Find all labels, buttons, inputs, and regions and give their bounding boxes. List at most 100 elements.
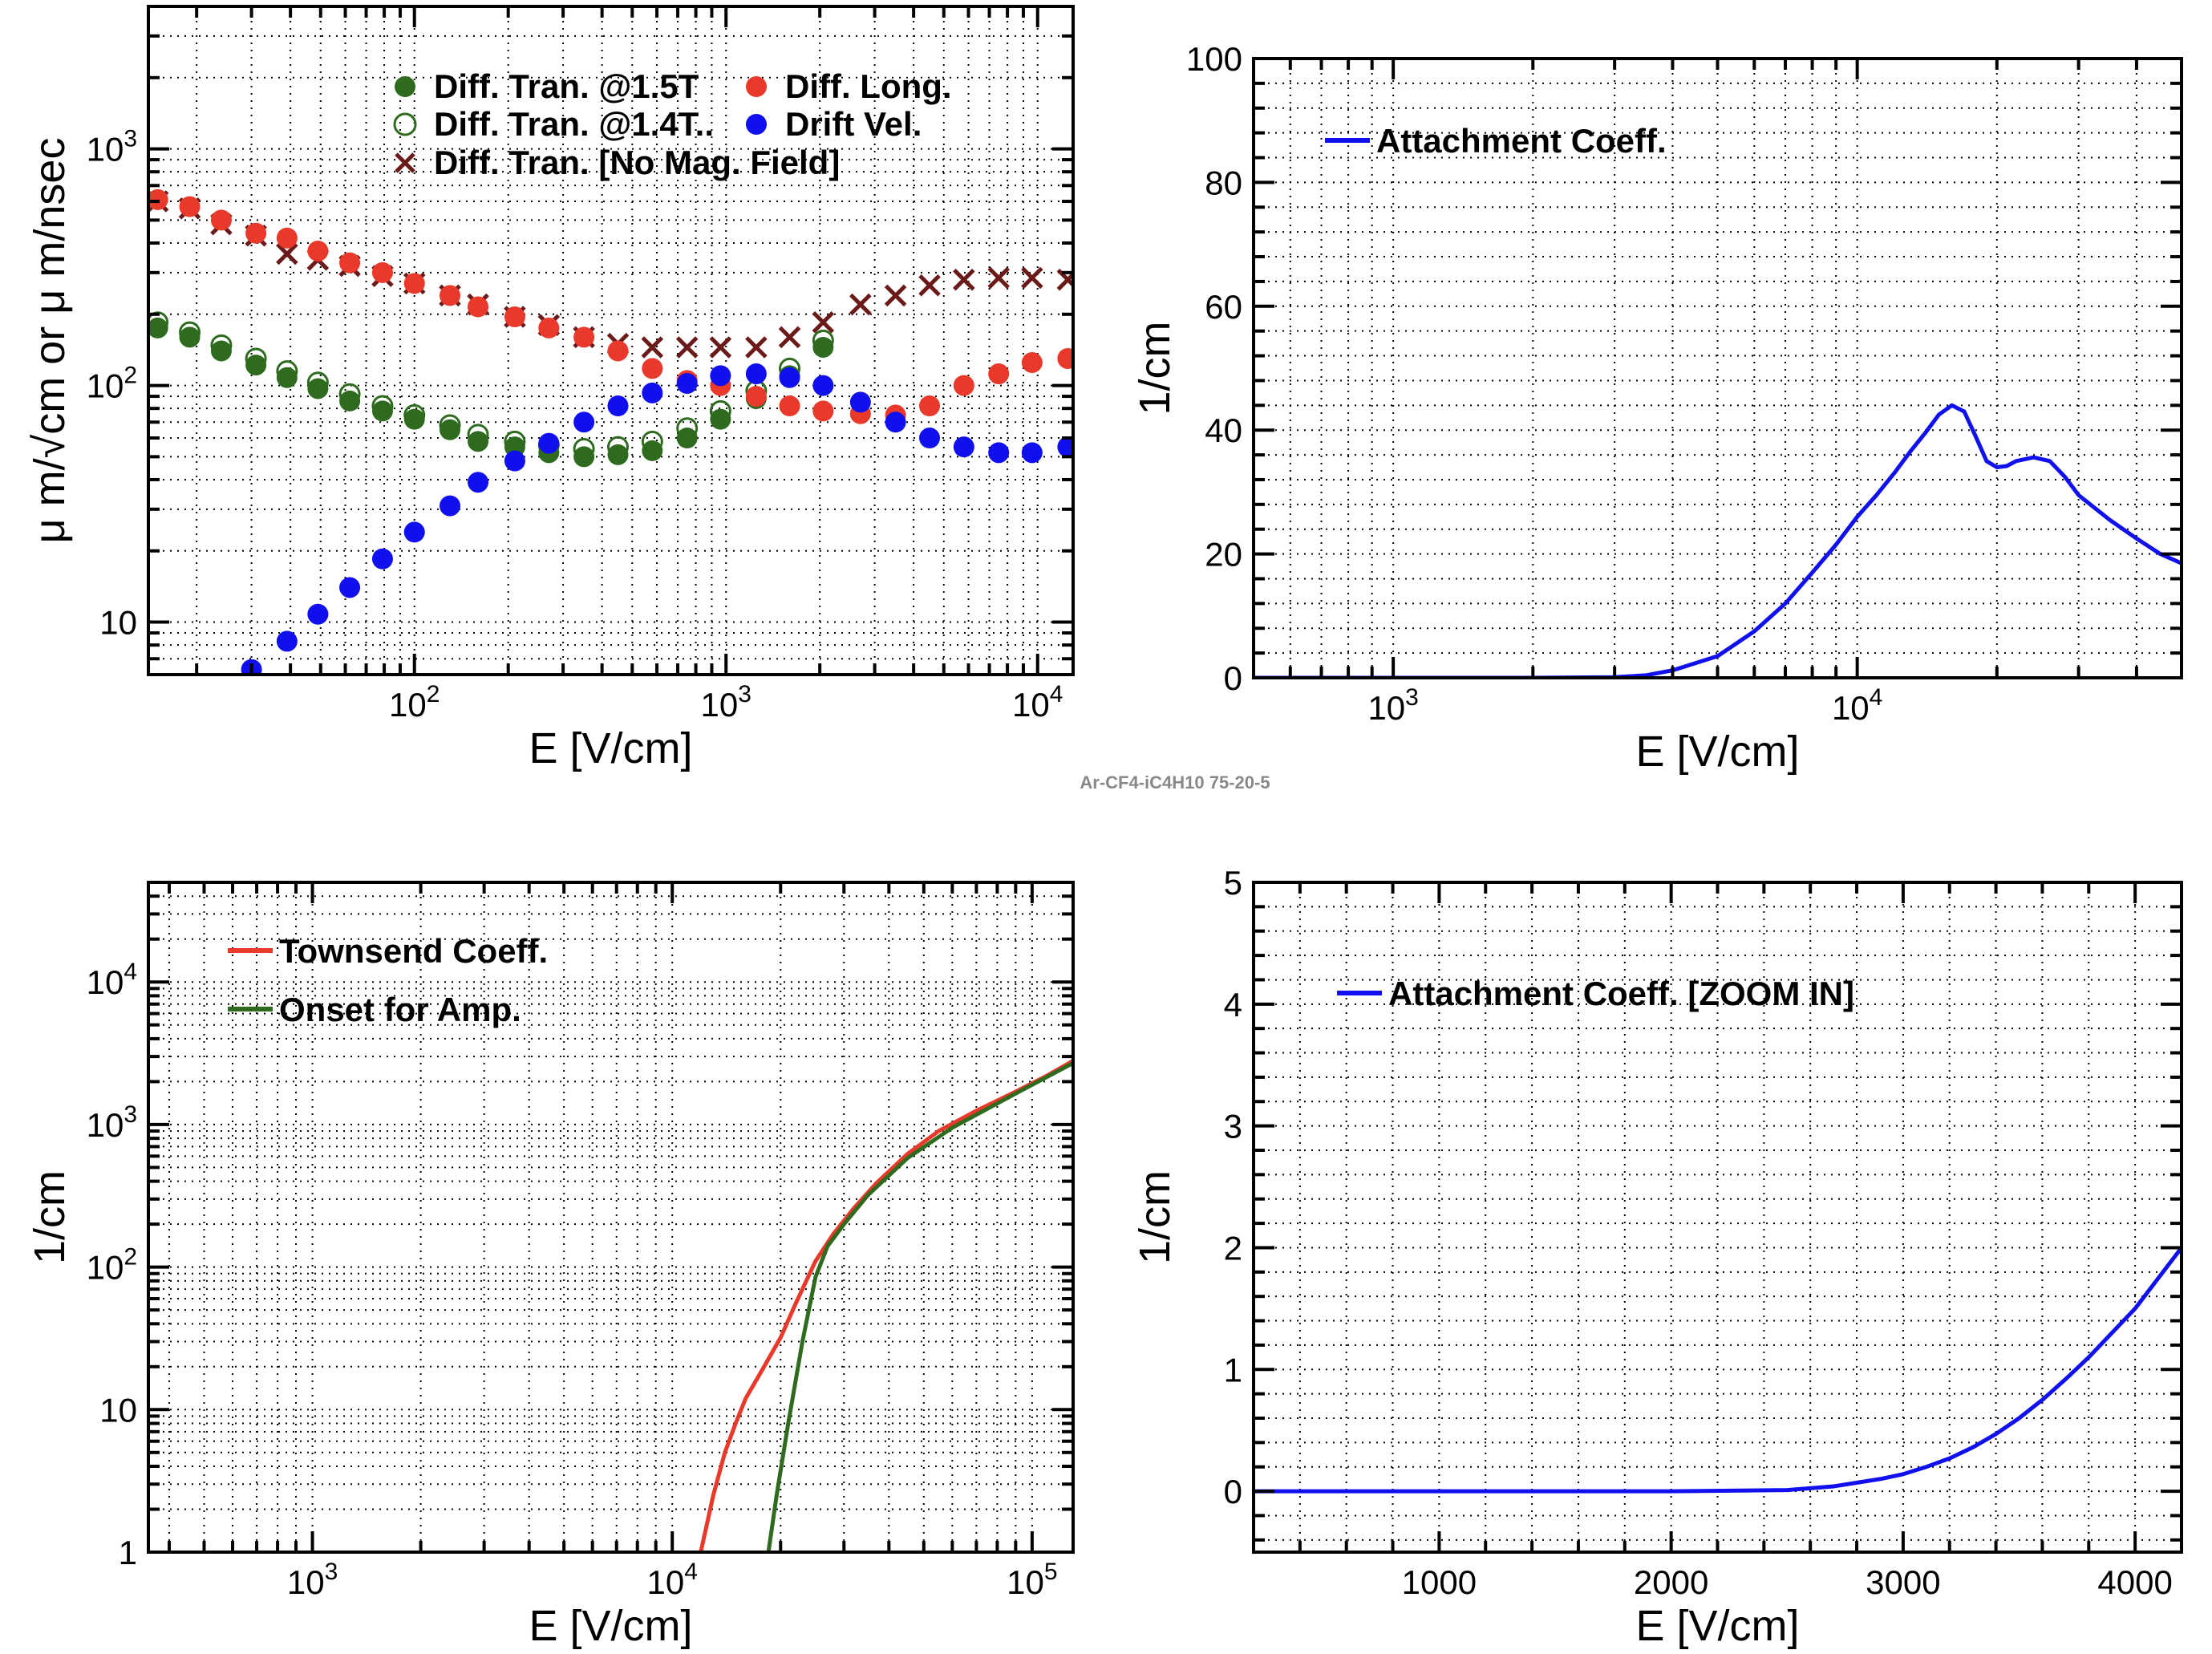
y-tick-label: 102 bbox=[87, 363, 137, 405]
data-point bbox=[607, 444, 629, 465]
x-tick-label: 2000 bbox=[1634, 1563, 1708, 1601]
data-point bbox=[641, 430, 663, 452]
data-point bbox=[371, 548, 393, 570]
data-point bbox=[779, 367, 800, 388]
data-point bbox=[779, 395, 800, 417]
data-point bbox=[210, 334, 233, 356]
data-point bbox=[307, 240, 329, 261]
data-point bbox=[468, 431, 489, 452]
legend-item-attachment: Attachment Coeff. bbox=[1325, 122, 1667, 160]
series-line bbox=[1254, 1246, 2182, 1494]
data-point bbox=[812, 310, 835, 334]
data-point bbox=[403, 273, 425, 294]
series-0 bbox=[1254, 403, 2182, 678]
legend-item-townsend: Townsend Coeff. bbox=[228, 932, 548, 970]
legend-label: Diff. Tran. [No Mag. Field] bbox=[434, 144, 840, 181]
series-2 bbox=[148, 190, 1073, 359]
legend: Attachment Coeff. bbox=[1325, 122, 1667, 160]
series-line bbox=[699, 1059, 1073, 1552]
y-tick-label: 2 bbox=[1224, 1229, 1242, 1267]
data-point bbox=[538, 317, 560, 339]
legend-label: Townsend Coeff. bbox=[279, 932, 548, 970]
y-tick-label: 1 bbox=[1224, 1351, 1242, 1388]
panel-grid bbox=[1254, 59, 2182, 678]
data-point bbox=[885, 411, 906, 433]
data-point bbox=[675, 336, 699, 359]
data-point bbox=[607, 436, 630, 458]
y-tick-label: 104 bbox=[87, 959, 137, 1001]
x-tick-label: 105 bbox=[1007, 1559, 1057, 1601]
data-point bbox=[403, 403, 426, 426]
data-point bbox=[403, 521, 425, 543]
data-point bbox=[245, 355, 267, 376]
y-tick-label: 0 bbox=[1224, 659, 1242, 697]
legend-label: Onset for Amp. bbox=[279, 991, 521, 1028]
data-point bbox=[884, 284, 907, 307]
data-point bbox=[210, 340, 232, 362]
data-point bbox=[504, 450, 525, 472]
data-point bbox=[307, 378, 329, 399]
data-point bbox=[468, 472, 489, 493]
data-point bbox=[467, 424, 489, 446]
y-tick-label: 3 bbox=[1224, 1108, 1242, 1145]
y-tick-label: 103 bbox=[87, 1101, 137, 1144]
legend-marker bbox=[395, 76, 415, 97]
data-point bbox=[607, 340, 629, 362]
data-point bbox=[1056, 268, 1073, 291]
legend: Attachment Coeff. [ZOOM IN] bbox=[1337, 975, 1854, 1012]
data-point bbox=[276, 227, 298, 249]
data-point bbox=[276, 360, 298, 383]
data-point bbox=[276, 242, 298, 266]
data-point bbox=[988, 442, 1010, 464]
data-point bbox=[306, 371, 329, 394]
legend-marker bbox=[746, 76, 767, 97]
data-point bbox=[1021, 442, 1043, 464]
data-point bbox=[710, 408, 731, 430]
data-point bbox=[148, 189, 168, 210]
data-point bbox=[439, 285, 460, 306]
data-point bbox=[987, 266, 1010, 290]
data-point bbox=[573, 411, 595, 433]
data-point bbox=[179, 321, 201, 343]
data-point bbox=[812, 336, 834, 358]
legend-item-onset: Onset for Amp. bbox=[228, 991, 521, 1028]
data-point bbox=[745, 336, 768, 359]
y-tick-label: 1 bbox=[119, 1534, 137, 1571]
series-line bbox=[766, 1061, 1073, 1552]
legend-item-diff-tran-14t: Diff. Tran. @1.4T.. bbox=[393, 105, 714, 143]
data-point bbox=[371, 261, 393, 283]
legend-marker bbox=[395, 152, 415, 173]
legend-item-attachment-zoom: Attachment Coeff. [ZOOM IN] bbox=[1337, 975, 1854, 1012]
panel-marks bbox=[1254, 403, 2182, 678]
data-point bbox=[210, 209, 232, 231]
data-point bbox=[709, 336, 732, 359]
y-axis-title: 1/cm bbox=[1131, 1170, 1179, 1264]
data-point bbox=[812, 400, 834, 422]
data-point bbox=[607, 395, 629, 417]
y-tick-label: 0 bbox=[1224, 1473, 1242, 1510]
data-point bbox=[538, 432, 560, 454]
data-point bbox=[849, 293, 872, 316]
data-point bbox=[179, 326, 201, 348]
data-point bbox=[403, 408, 425, 430]
y-tick-label: 10 bbox=[99, 1391, 137, 1429]
data-point bbox=[918, 274, 941, 297]
data-point bbox=[812, 375, 834, 396]
data-point bbox=[439, 495, 460, 517]
data-point bbox=[307, 603, 329, 625]
y-axis-title: 1/cm bbox=[26, 1170, 74, 1264]
data-point bbox=[953, 268, 975, 291]
data-point bbox=[148, 311, 169, 334]
data-point bbox=[641, 336, 664, 359]
y-tick-label: 10 bbox=[99, 604, 137, 642]
x-tick-label: 1000 bbox=[1402, 1563, 1477, 1601]
panel-marks bbox=[148, 189, 1073, 675]
y-tick-label: 60 bbox=[1205, 288, 1242, 326]
panel-ticks: 1000 2000 3000 4000 0 1 2 3 4 5 bbox=[1224, 864, 2183, 1601]
data-point bbox=[1021, 266, 1043, 290]
data-point bbox=[812, 329, 834, 351]
panel-marks bbox=[1254, 1246, 2182, 1494]
panel-grid bbox=[1254, 882, 2182, 1552]
legend-label: Attachment Coeff. bbox=[1376, 122, 1667, 160]
